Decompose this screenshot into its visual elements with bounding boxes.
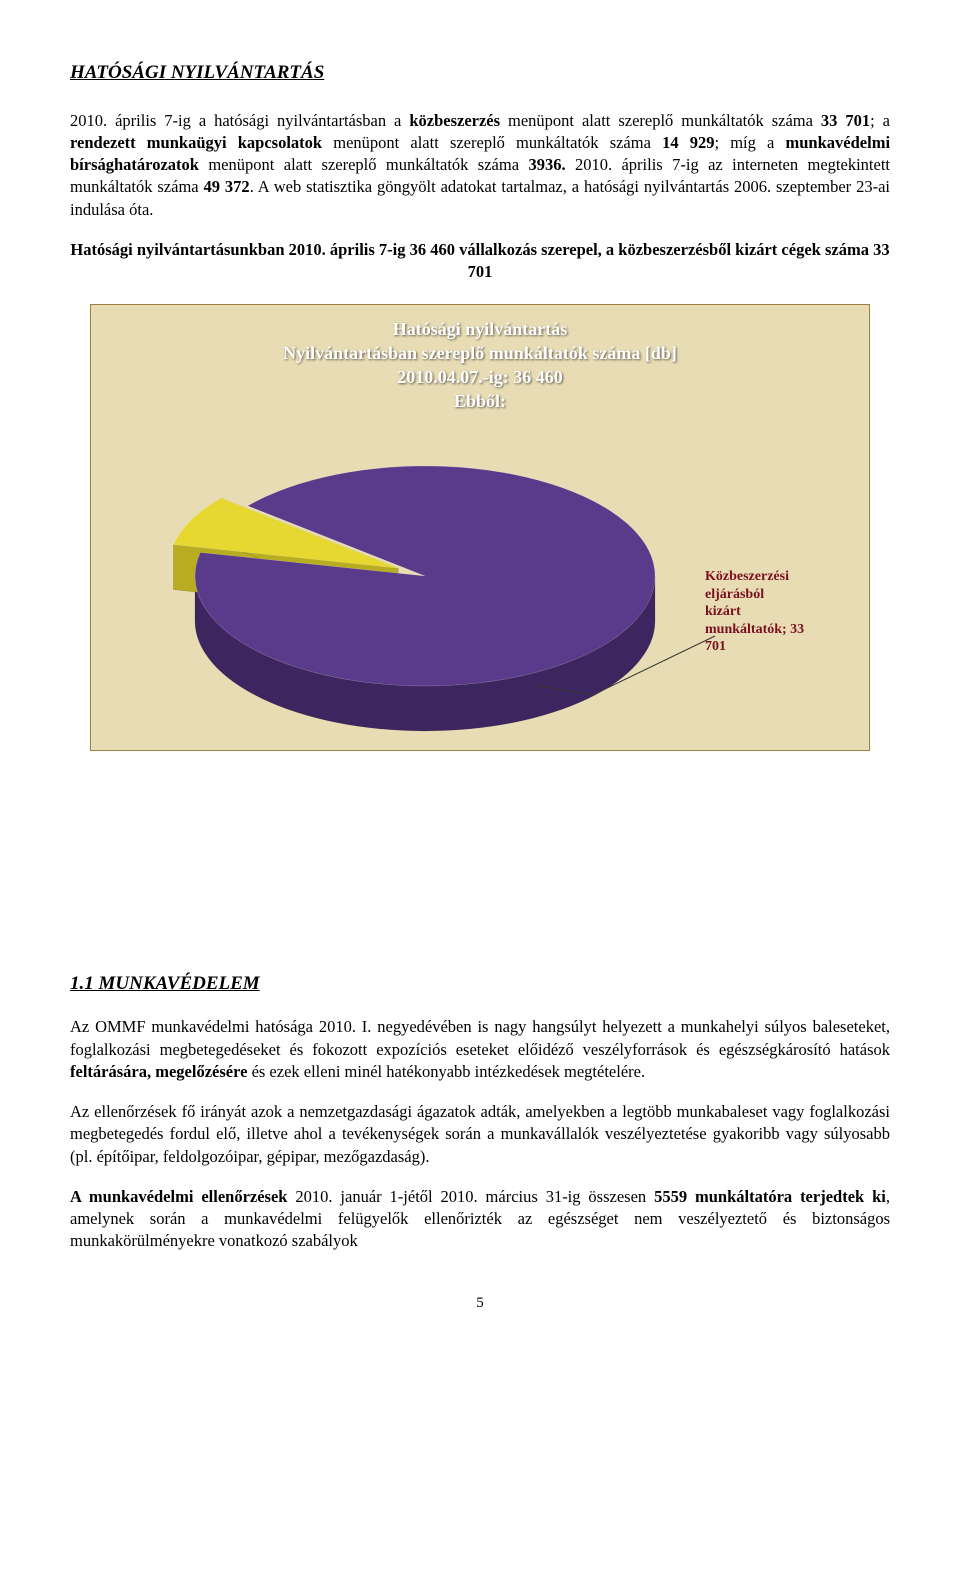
paragraph-2: Az ellenőrzések fő irányát azok a nemzet… bbox=[70, 1101, 890, 1168]
pie-slice-label: Közbeszerzésieljárásbólkizártmunkáltatók… bbox=[705, 568, 835, 656]
paragraph-1: Az OMMF munkavédelmi hatósága 2010. I. n… bbox=[70, 1016, 890, 1083]
chart-title: Hatósági nyilvántartásNyilvántartásban s… bbox=[95, 309, 865, 426]
section-heading: 1.1 MUNKAVÉDELEM bbox=[70, 971, 890, 997]
chart-frame: Hatósági nyilvántartásNyilvántartásban s… bbox=[90, 304, 870, 751]
intro-paragraph: 2010. április 7-ig a hatósági nyilvántar… bbox=[70, 110, 890, 221]
page-number: 5 bbox=[70, 1293, 890, 1313]
paragraph-3: A munkavédelmi ellenőrzések 2010. január… bbox=[70, 1186, 890, 1253]
pie-chart: Közbeszerzésieljárásbólkizártmunkáltatók… bbox=[95, 426, 865, 746]
chart-container: Hatósági nyilvántartásNyilvántartásban s… bbox=[90, 304, 870, 751]
summary-bold-line: Hatósági nyilvántartásunkban 2010. ápril… bbox=[70, 239, 890, 284]
page-heading: HATÓSÁGI NYILVÁNTARTÁS bbox=[70, 60, 890, 86]
